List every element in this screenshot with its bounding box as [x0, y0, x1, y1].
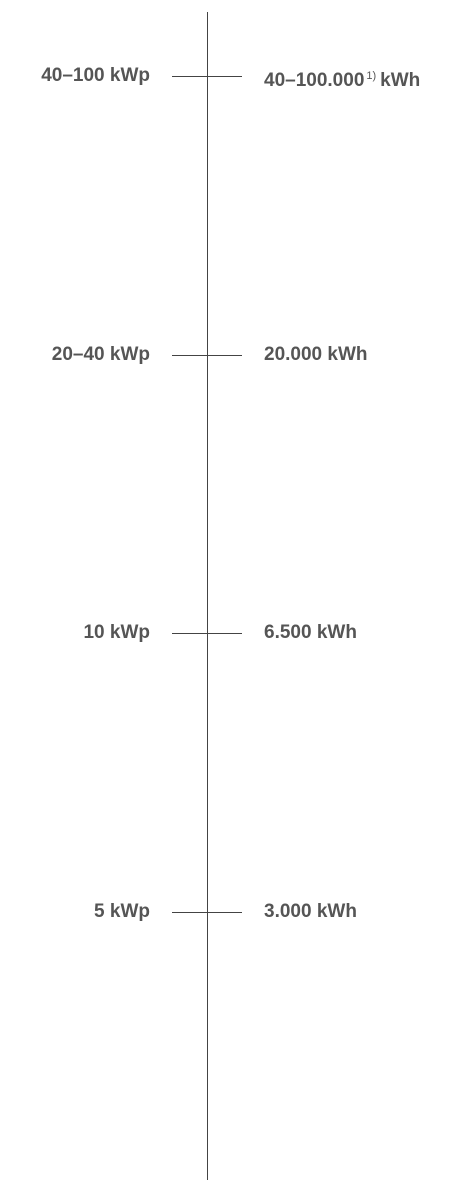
right-label: 6.500 kWh: [264, 621, 357, 645]
footnote-mark: 1): [366, 70, 377, 82]
tick: [172, 912, 242, 914]
right-label: 40–100.000 1) kWh: [264, 64, 420, 93]
tick: [172, 76, 242, 77]
tick: [172, 354, 242, 356]
left-label: 10 kWp: [83, 622, 150, 644]
left-label: 5 kWp: [94, 901, 150, 923]
right-value: 6.500 kWh: [264, 622, 357, 644]
vertical-axis: [207, 12, 208, 1180]
left-label: 40–100 kWp: [41, 65, 150, 86]
right-label: 20.000 kWh: [264, 343, 368, 367]
right-value: 3.000 kWh: [264, 901, 357, 923]
right-value: 20.000 kWh: [264, 343, 368, 365]
tick: [172, 633, 242, 635]
right-unit: kWh: [380, 70, 421, 91]
left-label: 20–40 kWp: [51, 343, 150, 365]
right-value: 40–100.000: [264, 70, 365, 91]
right-label: 3.000 kWh: [264, 900, 357, 924]
